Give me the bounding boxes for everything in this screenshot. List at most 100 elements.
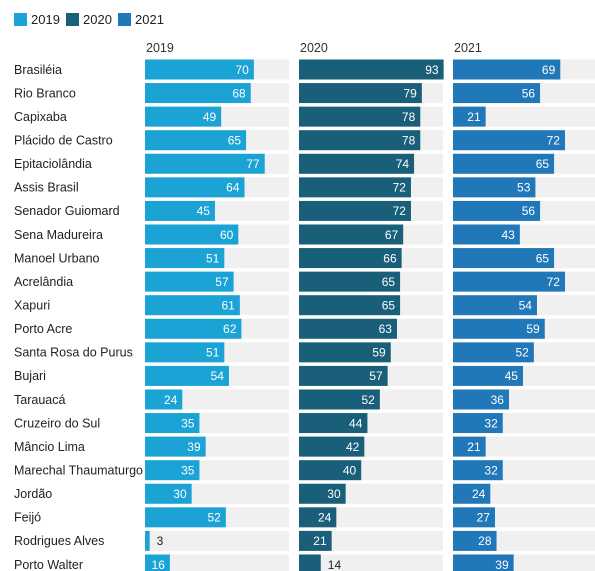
bar bbox=[453, 153, 555, 174]
data-label: 14 bbox=[328, 558, 342, 571]
data-label: 54 bbox=[211, 369, 225, 383]
data-label: 57 bbox=[215, 275, 229, 289]
bar bbox=[145, 59, 254, 80]
data-label: 52 bbox=[362, 393, 376, 407]
chart-row: Feijó 52 24 27 bbox=[14, 507, 595, 528]
category-label: Plácido de Castro bbox=[14, 134, 113, 148]
data-label: 21 bbox=[313, 534, 327, 548]
legend-swatch-2021 bbox=[118, 13, 131, 26]
bar bbox=[453, 59, 561, 80]
bar bbox=[299, 554, 321, 571]
category-label: Mâncio Lima bbox=[14, 440, 85, 454]
bar bbox=[453, 83, 541, 104]
bar-track bbox=[299, 530, 443, 551]
bar bbox=[453, 436, 486, 457]
bar bbox=[299, 483, 346, 504]
data-label: 39 bbox=[187, 440, 201, 454]
data-label: 21 bbox=[467, 440, 481, 454]
bar bbox=[145, 389, 183, 410]
chart-row: Mâncio Lima 39 42 21 bbox=[14, 436, 595, 457]
data-label: 24 bbox=[318, 511, 332, 525]
data-label: 51 bbox=[206, 346, 220, 360]
legend-label-2020: 2020 bbox=[83, 12, 112, 27]
data-label: 72 bbox=[547, 134, 561, 148]
data-label: 65 bbox=[228, 134, 242, 148]
data-label: 42 bbox=[346, 440, 360, 454]
bar bbox=[453, 318, 545, 339]
category-label: Jordão bbox=[14, 487, 52, 501]
bar bbox=[145, 295, 240, 316]
data-label: 36 bbox=[491, 393, 505, 407]
bar bbox=[453, 271, 565, 292]
bar bbox=[453, 530, 497, 551]
bar bbox=[145, 177, 245, 198]
category-label: Cruzeiro do Sul bbox=[14, 416, 100, 430]
category-label: Epitaciolândia bbox=[14, 157, 92, 171]
chart-row: Santa Rosa do Purus 51 59 52 bbox=[14, 342, 595, 363]
bar bbox=[145, 224, 239, 245]
data-label: 27 bbox=[477, 511, 491, 525]
bar bbox=[453, 248, 555, 269]
data-label: 16 bbox=[152, 558, 166, 571]
bar bbox=[453, 365, 523, 386]
bar bbox=[145, 365, 229, 386]
data-label: 69 bbox=[542, 63, 556, 77]
category-label: Porto Acre bbox=[14, 322, 72, 336]
bar bbox=[453, 483, 491, 504]
bar bbox=[453, 460, 503, 481]
bar bbox=[145, 83, 251, 104]
bar bbox=[453, 342, 534, 363]
bar bbox=[299, 200, 411, 221]
bar bbox=[453, 507, 495, 528]
data-label: 60 bbox=[220, 228, 234, 242]
bar bbox=[299, 342, 391, 363]
bar bbox=[145, 342, 225, 363]
chart-row: Sena Madureira 60 67 43 bbox=[14, 224, 595, 245]
bar bbox=[453, 177, 536, 198]
legend-swatch-2020 bbox=[66, 13, 79, 26]
data-label: 77 bbox=[246, 157, 260, 171]
chart-row: Assis Brasil 64 72 53 bbox=[14, 177, 595, 198]
legend-swatch-2019 bbox=[14, 13, 27, 26]
data-label: 93 bbox=[425, 63, 439, 77]
category-label: Assis Brasil bbox=[14, 181, 79, 195]
data-label: 59 bbox=[372, 346, 386, 360]
data-label: 52 bbox=[516, 346, 530, 360]
bar bbox=[453, 224, 520, 245]
bar bbox=[145, 483, 192, 504]
chart-row: Porto Acre 62 63 59 bbox=[14, 318, 595, 339]
bar bbox=[299, 389, 380, 410]
bar bbox=[145, 507, 226, 528]
data-label: 49 bbox=[203, 110, 217, 124]
bar bbox=[299, 177, 411, 198]
data-label: 3 bbox=[157, 534, 164, 548]
bar-track bbox=[145, 530, 289, 551]
category-label: Rio Branco bbox=[14, 86, 76, 100]
bar bbox=[145, 130, 247, 151]
chart-row: Plácido de Castro 65 78 72 bbox=[14, 130, 595, 151]
bar bbox=[299, 436, 365, 457]
bar bbox=[145, 318, 242, 339]
column-header-2021: 2021 bbox=[454, 41, 482, 55]
data-label: 79 bbox=[403, 86, 417, 100]
chart-row: Cruzeiro do Sul 35 44 32 bbox=[14, 413, 595, 434]
bar bbox=[453, 413, 503, 434]
chart-row: Senador Guiomard 45 72 56 bbox=[14, 200, 595, 221]
data-label: 68 bbox=[232, 86, 246, 100]
bar bbox=[299, 59, 444, 80]
chart-row: Brasiléia 70 93 69 bbox=[14, 59, 595, 80]
category-label: Xapuri bbox=[14, 299, 50, 313]
category-label: Acrelândia bbox=[14, 275, 73, 289]
chart-legend: 2019 2020 2021 bbox=[14, 12, 164, 27]
bar-track bbox=[145, 554, 289, 571]
bar bbox=[453, 554, 514, 571]
data-label: 65 bbox=[382, 275, 396, 289]
chart-rows: Brasiléia 70 93 69 Rio Branco 68 79 56 Capixaba 4… bbox=[14, 59, 595, 571]
data-label: 32 bbox=[484, 463, 498, 477]
data-label: 67 bbox=[385, 228, 399, 242]
bar bbox=[299, 248, 402, 269]
bar bbox=[299, 130, 421, 151]
chart-row: Epitaciolândia 77 74 65 bbox=[14, 153, 595, 174]
data-label: 53 bbox=[517, 181, 531, 195]
data-label: 78 bbox=[402, 110, 416, 124]
